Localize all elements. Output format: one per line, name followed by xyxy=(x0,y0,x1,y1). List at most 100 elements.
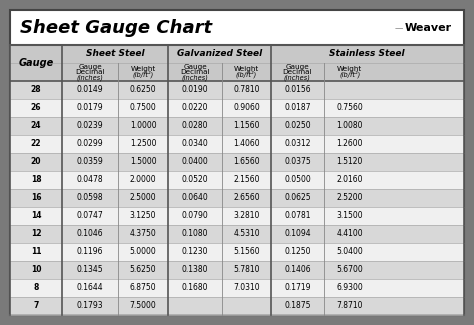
Text: 0.0500: 0.0500 xyxy=(284,176,311,185)
Text: 11: 11 xyxy=(31,248,41,256)
Text: 4.3750: 4.3750 xyxy=(130,229,156,239)
Text: 0.0790: 0.0790 xyxy=(182,212,209,220)
Text: 0.6250: 0.6250 xyxy=(130,85,156,95)
Text: 5.1560: 5.1560 xyxy=(233,248,260,256)
Text: 0.1793: 0.1793 xyxy=(77,302,103,310)
Text: 5.0000: 5.0000 xyxy=(130,248,156,256)
Text: 0.1345: 0.1345 xyxy=(77,266,103,275)
Text: Weaver: Weaver xyxy=(405,23,452,33)
Text: 0.7810: 0.7810 xyxy=(233,85,260,95)
Text: 2.5200: 2.5200 xyxy=(337,193,363,202)
Bar xyxy=(10,279,464,297)
Text: 2.0160: 2.0160 xyxy=(337,176,363,185)
Text: (lb/ft²): (lb/ft²) xyxy=(236,71,257,78)
Text: 0.0220: 0.0220 xyxy=(182,103,209,112)
Text: 0.0250: 0.0250 xyxy=(284,122,310,131)
Text: (inches): (inches) xyxy=(284,74,311,81)
Bar xyxy=(10,135,464,153)
Text: 3.1500: 3.1500 xyxy=(337,212,363,220)
Text: 0.0156: 0.0156 xyxy=(284,85,310,95)
Text: Sheet Steel: Sheet Steel xyxy=(86,49,145,58)
Text: 3.1250: 3.1250 xyxy=(130,212,156,220)
Text: 7.5000: 7.5000 xyxy=(130,302,156,310)
Text: 0.1875: 0.1875 xyxy=(284,302,310,310)
Text: 1.2600: 1.2600 xyxy=(337,139,363,149)
Text: 0.0312: 0.0312 xyxy=(284,139,310,149)
Text: 0.1250: 0.1250 xyxy=(284,248,310,256)
Text: 0.0400: 0.0400 xyxy=(182,158,209,166)
Text: 6.9300: 6.9300 xyxy=(337,283,363,292)
Text: Weight: Weight xyxy=(234,66,259,72)
Text: 0.1196: 0.1196 xyxy=(77,248,103,256)
Text: 1.2500: 1.2500 xyxy=(130,139,156,149)
Text: 1.0000: 1.0000 xyxy=(130,122,156,131)
Text: 4.4100: 4.4100 xyxy=(337,229,363,239)
Text: 0.0747: 0.0747 xyxy=(77,212,103,220)
Text: 0.0640: 0.0640 xyxy=(182,193,209,202)
Bar xyxy=(10,261,464,279)
Text: Weight: Weight xyxy=(130,66,155,72)
Text: (inches): (inches) xyxy=(77,74,103,81)
Text: 1.5120: 1.5120 xyxy=(337,158,363,166)
Text: 2.6560: 2.6560 xyxy=(233,193,260,202)
Text: 0.0179: 0.0179 xyxy=(77,103,103,112)
Text: Decimal: Decimal xyxy=(283,69,312,75)
Text: 0.0280: 0.0280 xyxy=(182,122,209,131)
Text: Gauge: Gauge xyxy=(285,64,309,70)
Text: 0.0598: 0.0598 xyxy=(77,193,103,202)
Text: 0.7560: 0.7560 xyxy=(337,103,363,112)
Text: 0.0149: 0.0149 xyxy=(77,85,103,95)
Text: Weight: Weight xyxy=(337,66,363,72)
Text: 2.1560: 2.1560 xyxy=(233,176,260,185)
Text: 3.2810: 3.2810 xyxy=(233,212,260,220)
Text: 0.1046: 0.1046 xyxy=(77,229,103,239)
Text: 0.0375: 0.0375 xyxy=(284,158,311,166)
Text: 0.0340: 0.0340 xyxy=(182,139,209,149)
Text: 0.1644: 0.1644 xyxy=(77,283,103,292)
Text: 5.6250: 5.6250 xyxy=(130,266,156,275)
Text: 1.0080: 1.0080 xyxy=(337,122,363,131)
Bar xyxy=(10,99,464,117)
Text: 14: 14 xyxy=(31,212,41,220)
Text: (lb/ft²): (lb/ft²) xyxy=(339,71,360,78)
Text: 0.0781: 0.0781 xyxy=(284,212,310,220)
Text: 7.0310: 7.0310 xyxy=(233,283,260,292)
Text: 4.5310: 4.5310 xyxy=(233,229,260,239)
Text: 0.1719: 0.1719 xyxy=(284,283,310,292)
Text: 16: 16 xyxy=(31,193,41,202)
Text: 0.1094: 0.1094 xyxy=(284,229,310,239)
Text: 0.0187: 0.0187 xyxy=(284,103,310,112)
Text: 1.4060: 1.4060 xyxy=(233,139,260,149)
Text: 0.1680: 0.1680 xyxy=(182,283,209,292)
Text: 0.1080: 0.1080 xyxy=(182,229,209,239)
Bar xyxy=(10,171,464,189)
Bar xyxy=(10,81,464,99)
Text: Decimal: Decimal xyxy=(181,69,210,75)
Text: 0.1230: 0.1230 xyxy=(182,248,209,256)
Text: 24: 24 xyxy=(31,122,41,131)
Text: 18: 18 xyxy=(31,176,41,185)
Text: 10: 10 xyxy=(31,266,41,275)
Bar xyxy=(10,117,464,135)
Text: 0.0190: 0.0190 xyxy=(182,85,209,95)
Text: Sheet Gauge Chart: Sheet Gauge Chart xyxy=(20,19,212,37)
Text: 0.0520: 0.0520 xyxy=(182,176,209,185)
Text: 26: 26 xyxy=(31,103,41,112)
Text: 0.0625: 0.0625 xyxy=(284,193,310,202)
Text: 1.5000: 1.5000 xyxy=(130,158,156,166)
Bar xyxy=(10,189,464,207)
Text: 28: 28 xyxy=(31,85,41,95)
Bar xyxy=(10,243,464,261)
Bar xyxy=(10,45,464,81)
Text: Galvanized Steel: Galvanized Steel xyxy=(177,49,262,58)
Text: (lb/ft²): (lb/ft²) xyxy=(132,71,154,78)
Text: 0.0478: 0.0478 xyxy=(77,176,103,185)
Text: Stainless Steel: Stainless Steel xyxy=(329,49,405,58)
Text: 1.6560: 1.6560 xyxy=(233,158,260,166)
Text: 2.5000: 2.5000 xyxy=(130,193,156,202)
Text: 0.1406: 0.1406 xyxy=(284,266,310,275)
Bar xyxy=(10,207,464,225)
Text: 20: 20 xyxy=(31,158,41,166)
Text: 8: 8 xyxy=(34,283,39,292)
Text: 12: 12 xyxy=(31,229,41,239)
